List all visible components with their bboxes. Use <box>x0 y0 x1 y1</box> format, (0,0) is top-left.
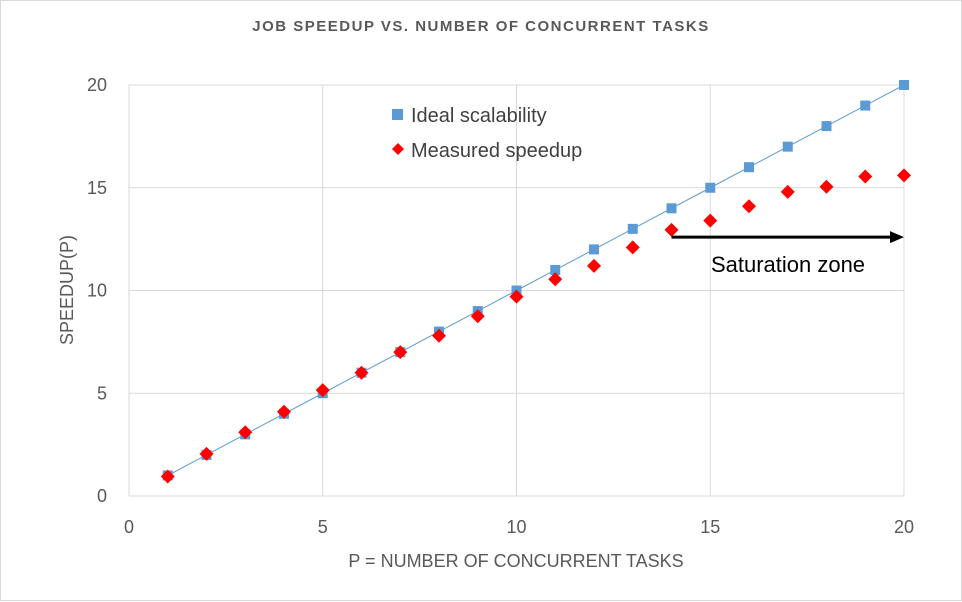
ideal-scalability-line <box>167 84 905 476</box>
ideal-scalability-point <box>782 141 793 152</box>
measured-speedup-point <box>897 168 911 183</box>
measured-speedup-point <box>819 179 834 194</box>
ideal-scalability-point <box>860 100 871 111</box>
ideal-scalability-point <box>899 80 909 90</box>
measured-speedup-point <box>432 328 446 343</box>
y-tick-label: 10 <box>87 281 107 301</box>
y-tick-label: 15 <box>87 178 107 198</box>
x-tick-label: 10 <box>506 517 526 537</box>
saturation-arrow-head <box>890 231 904 244</box>
measured-speedup-point <box>780 184 795 199</box>
measured-speedup-point <box>238 425 253 440</box>
gridlines <box>128 84 905 497</box>
measured-speedup-point <box>160 469 175 484</box>
x-tick-label: 5 <box>318 517 328 537</box>
measured-speedup-point <box>625 240 640 255</box>
legend: Ideal scalability Measured speedup <box>392 105 582 162</box>
measured-speedup-point <box>354 365 369 380</box>
measured-speedup-point <box>858 169 873 184</box>
legend-label-ideal-scalability: Ideal scalability <box>411 105 547 127</box>
y-tick-label: 20 <box>87 75 107 95</box>
measured-speedup-point <box>587 258 601 273</box>
chart-title: JOB SPEEDUP VS. NUMBER OF CONCURRENT TAS… <box>252 18 710 35</box>
x-axis-label: P = NUMBER OF CONCURRENT TASKS <box>348 551 683 571</box>
x-tick-label: 0 <box>124 517 134 537</box>
ideal-scalability-point <box>705 182 716 193</box>
measured-speedup-point <box>393 345 408 360</box>
measured-speedup-point <box>509 289 524 304</box>
legend-marker-measured-speedup <box>392 143 404 155</box>
ideal-scalability-point <box>821 121 832 132</box>
legend-label-measured-speedup: Measured speedup <box>411 140 582 162</box>
x-tick-label: 15 <box>700 517 720 537</box>
legend-marker-ideal-scalability <box>392 109 403 120</box>
measured-speedup-point <box>742 199 756 214</box>
ideal-scalability-point <box>589 244 599 255</box>
measured-speedup-point <box>199 446 214 461</box>
ideal-scalability-point <box>744 162 754 173</box>
ideal-scalability-series-line <box>167 84 905 476</box>
measured-speedup-point <box>277 404 291 419</box>
x-tick-label: 20 <box>894 517 914 537</box>
saturation-zone-label: Saturation zone <box>711 252 865 277</box>
measured-speedup-point <box>548 272 563 287</box>
measured-speedup-point <box>664 222 679 237</box>
measured-speedup-point <box>470 309 485 324</box>
saturation-annotation: Saturation zone <box>671 231 904 277</box>
y-tick-label: 5 <box>97 383 107 403</box>
ideal-scalability-point <box>550 264 561 275</box>
y-tick-label: 0 <box>97 486 107 506</box>
data-points <box>160 80 911 484</box>
measured-speedup-point <box>315 383 330 398</box>
ideal-scalability-point <box>666 203 677 214</box>
axis-ticks: 0 5 10 15 20 0 5 10 15 20 <box>87 75 914 537</box>
y-axis-label: SPEEDUP(P) <box>57 235 77 345</box>
measured-speedup-point <box>703 213 718 228</box>
ideal-scalability-point <box>627 223 638 234</box>
